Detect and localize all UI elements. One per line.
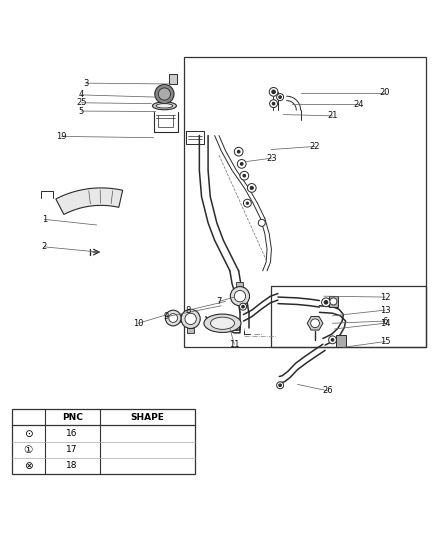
Circle shape xyxy=(234,290,246,302)
Bar xyxy=(329,296,338,306)
Text: 2: 2 xyxy=(42,243,47,252)
Circle shape xyxy=(270,100,278,108)
Text: 8: 8 xyxy=(186,305,191,314)
Circle shape xyxy=(279,96,282,99)
Circle shape xyxy=(139,441,156,458)
Circle shape xyxy=(277,382,284,389)
Circle shape xyxy=(269,87,278,96)
Text: 9: 9 xyxy=(164,312,169,321)
Circle shape xyxy=(243,174,246,177)
Circle shape xyxy=(328,336,336,344)
Circle shape xyxy=(247,183,256,192)
Text: 24: 24 xyxy=(353,100,364,109)
Circle shape xyxy=(272,102,275,105)
Ellipse shape xyxy=(204,314,241,333)
Circle shape xyxy=(234,147,243,156)
Circle shape xyxy=(246,202,249,205)
Circle shape xyxy=(155,84,174,103)
Text: 20: 20 xyxy=(380,88,390,97)
Text: 23: 23 xyxy=(266,154,277,163)
Ellipse shape xyxy=(156,103,173,108)
Circle shape xyxy=(331,338,334,341)
Circle shape xyxy=(258,220,265,227)
Circle shape xyxy=(237,150,240,153)
Text: 22: 22 xyxy=(310,142,320,151)
Text: SHAPE: SHAPE xyxy=(131,413,164,422)
Circle shape xyxy=(237,159,246,168)
Polygon shape xyxy=(56,188,123,214)
Text: 7: 7 xyxy=(216,297,222,306)
Text: 6: 6 xyxy=(382,317,388,326)
Bar xyxy=(336,335,346,347)
Circle shape xyxy=(165,310,181,326)
Bar xyxy=(187,328,194,333)
Circle shape xyxy=(277,94,284,101)
Ellipse shape xyxy=(152,102,177,110)
Bar xyxy=(12,409,195,474)
Text: 14: 14 xyxy=(380,319,390,328)
Text: 15: 15 xyxy=(380,337,390,346)
Circle shape xyxy=(242,305,244,308)
Circle shape xyxy=(244,199,251,207)
Bar xyxy=(139,430,155,440)
Circle shape xyxy=(134,436,161,463)
Circle shape xyxy=(230,287,250,306)
Circle shape xyxy=(311,319,319,328)
Text: 10: 10 xyxy=(133,319,144,328)
Circle shape xyxy=(330,298,337,305)
Circle shape xyxy=(279,384,282,386)
Text: 1: 1 xyxy=(42,215,47,224)
Text: 4: 4 xyxy=(79,91,84,100)
Text: 16: 16 xyxy=(67,429,78,438)
Circle shape xyxy=(272,90,276,94)
Text: ⊙: ⊙ xyxy=(24,429,32,439)
Text: ①: ① xyxy=(24,445,33,455)
Circle shape xyxy=(158,88,170,100)
Bar xyxy=(184,57,426,348)
Text: 5: 5 xyxy=(79,107,84,116)
Bar xyxy=(169,75,177,84)
Circle shape xyxy=(185,313,196,325)
Circle shape xyxy=(240,303,247,310)
Circle shape xyxy=(181,309,200,328)
Text: 3: 3 xyxy=(83,79,88,87)
Circle shape xyxy=(240,171,249,180)
Bar xyxy=(272,286,426,348)
Text: 26: 26 xyxy=(323,386,333,395)
Circle shape xyxy=(321,298,330,306)
Bar xyxy=(237,282,244,288)
Text: 25: 25 xyxy=(76,98,87,107)
Text: 18: 18 xyxy=(67,462,78,470)
Circle shape xyxy=(324,301,328,304)
Circle shape xyxy=(240,163,243,165)
Ellipse shape xyxy=(211,317,234,329)
Text: 19: 19 xyxy=(57,132,67,141)
Text: 11: 11 xyxy=(229,340,240,349)
Polygon shape xyxy=(307,317,323,330)
Circle shape xyxy=(169,313,177,322)
Text: 12: 12 xyxy=(380,293,390,302)
Text: PNC: PNC xyxy=(62,413,82,422)
Text: 13: 13 xyxy=(380,305,390,314)
Circle shape xyxy=(250,186,254,190)
Text: 17: 17 xyxy=(67,445,78,454)
Text: 21: 21 xyxy=(327,111,338,120)
Text: ⊗: ⊗ xyxy=(24,461,32,471)
